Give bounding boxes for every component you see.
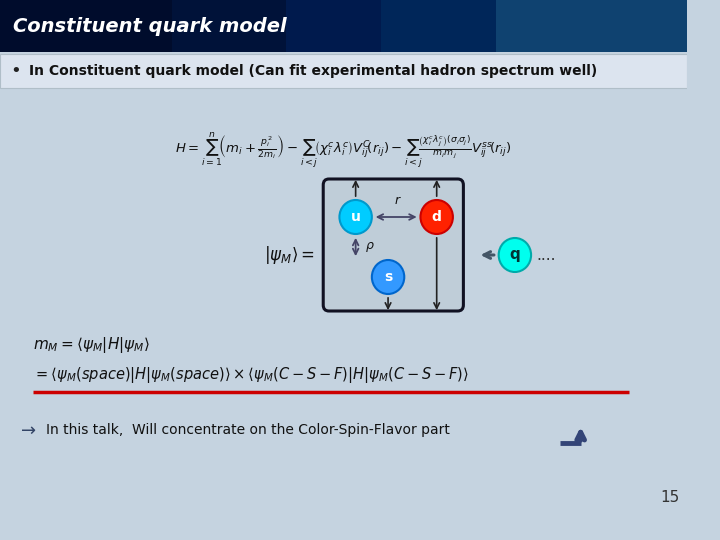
- Text: $H = \sum_{i=1}^{n}\!\left(m_i + \frac{p_i^2}{2m_i}\right) - \sum_{i<j}\!\left(\: $H = \sum_{i=1}^{n}\!\left(m_i + \frac{p…: [175, 130, 511, 170]
- Bar: [496, 0, 686, 52]
- Text: In this talk,  Will concentrate on the Color-Spin-Flavor part: In this talk, Will concentrate on the Co…: [46, 423, 450, 437]
- Text: $m_M = \langle\psi_M|H|\psi_M\rangle$: $m_M = \langle\psi_M|H|\psi_M\rangle$: [33, 335, 150, 355]
- Text: $|\psi_M\rangle =$: $|\psi_M\rangle =$: [264, 244, 315, 266]
- Circle shape: [339, 200, 372, 234]
- Bar: [0, 0, 686, 52]
- Bar: [382, 0, 686, 52]
- Text: $= \langle\psi_M(space)|H|\psi_M(space)\rangle\times\langle\psi_M(C-S-F)|H|\psi_: $= \langle\psi_M(space)|H|\psi_M(space)\…: [33, 365, 469, 385]
- Text: In Constituent quark model (Can fit experimental hadron spectrum well): In Constituent quark model (Can fit expe…: [29, 64, 597, 78]
- Bar: [0, 54, 686, 88]
- Bar: [0, 88, 686, 508]
- Circle shape: [372, 260, 404, 294]
- Text: $\rho$: $\rho$: [365, 240, 375, 254]
- Text: s: s: [384, 270, 392, 284]
- Text: d: d: [432, 210, 441, 224]
- Text: ....: ....: [537, 247, 557, 262]
- Text: Constituent quark model: Constituent quark model: [14, 17, 287, 36]
- Text: $\rightarrow$: $\rightarrow$: [17, 421, 37, 439]
- Text: •: •: [10, 62, 21, 80]
- Bar: [0, 0, 286, 52]
- Text: q: q: [510, 247, 521, 262]
- Circle shape: [499, 238, 531, 272]
- Circle shape: [420, 200, 453, 234]
- Text: 15: 15: [661, 490, 680, 505]
- Bar: [0, 0, 171, 52]
- Text: $r$: $r$: [394, 194, 402, 207]
- FancyBboxPatch shape: [323, 179, 464, 311]
- Text: u: u: [351, 210, 361, 224]
